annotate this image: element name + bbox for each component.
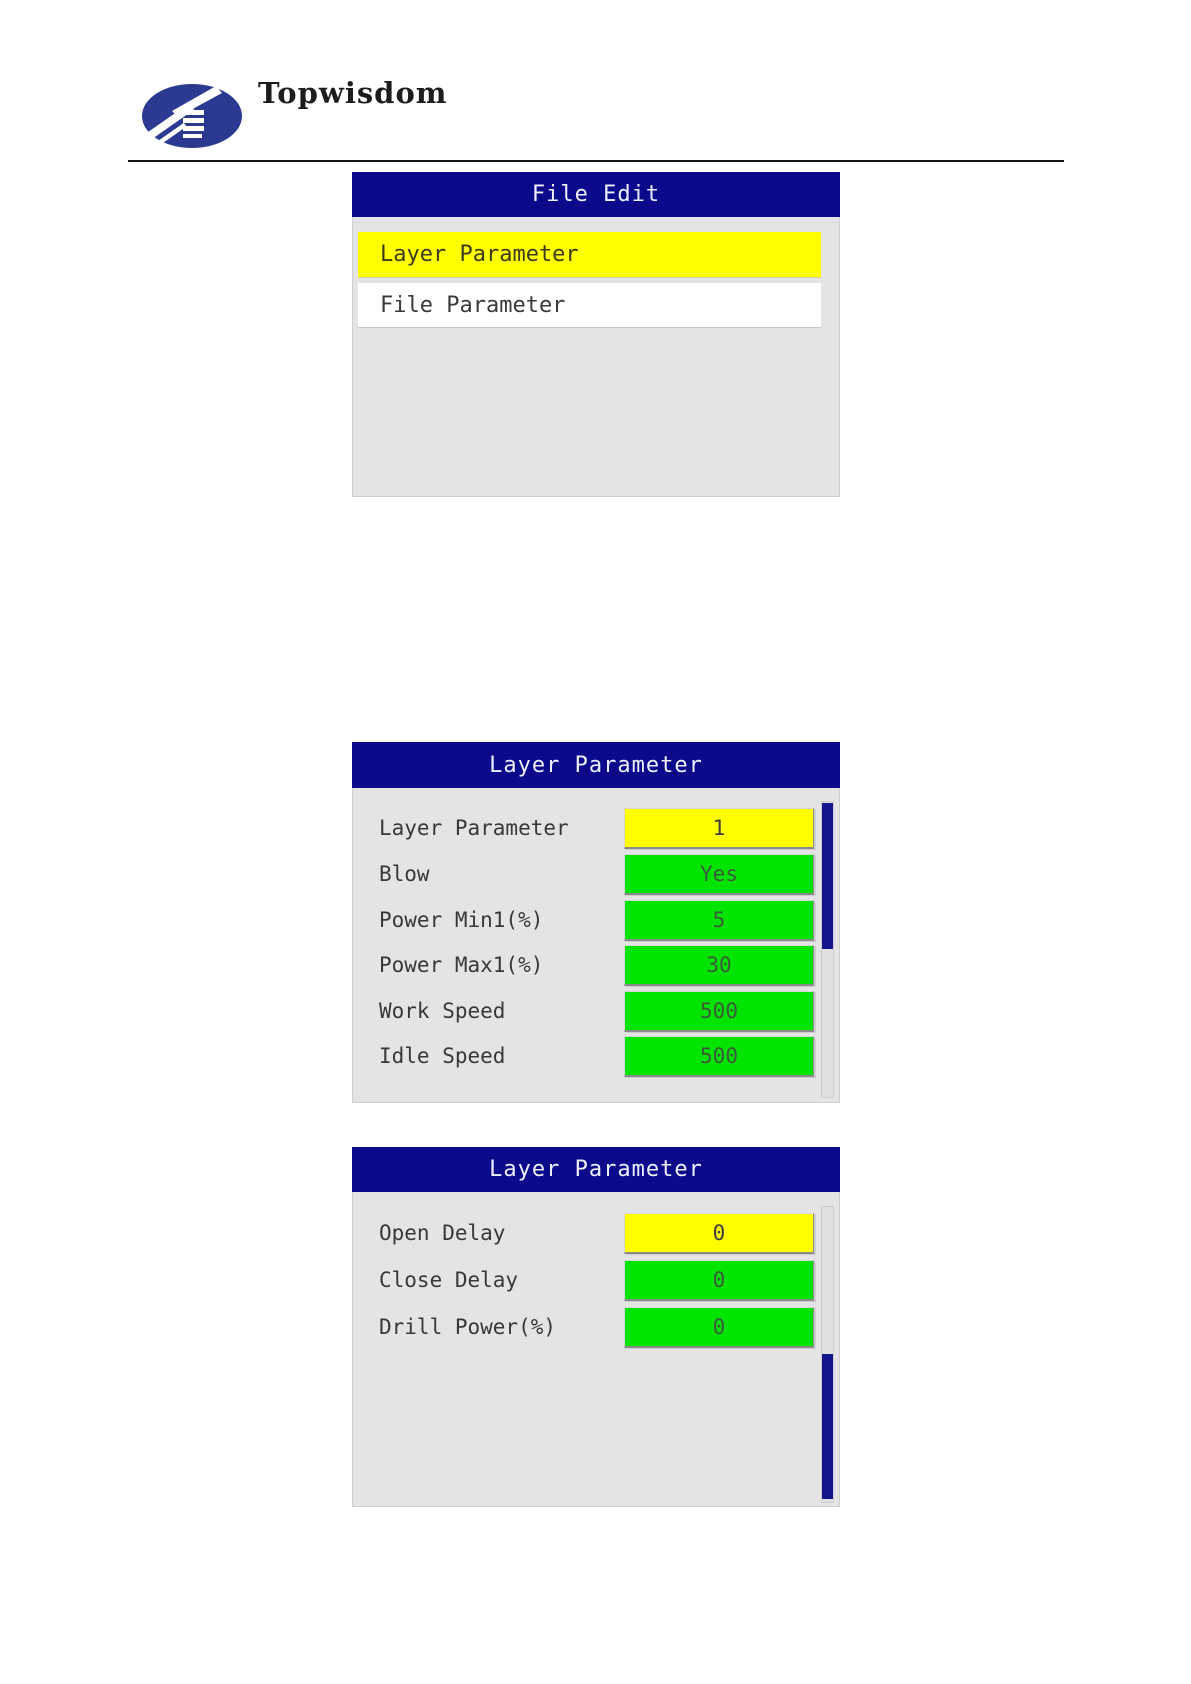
label-blow: Blow <box>379 862 430 886</box>
layer-parameter-panel-1: Layer Parameter Layer Parameter 1 Blow Y… <box>352 742 840 1103</box>
file-edit-title: File Edit <box>352 172 840 217</box>
menu-item-layer-parameter[interactable]: Layer Parameter <box>358 232 821 278</box>
menu-item-layer-parameter-label: Layer Parameter <box>380 242 579 267</box>
file-edit-title-text: File Edit <box>531 182 661 207</box>
menu-item-file-parameter-label: File Parameter <box>380 292 566 318</box>
label-layer-parameter: Layer Parameter <box>379 816 569 840</box>
field-power-min1-value: 5 <box>712 908 726 932</box>
field-power-min1[interactable]: 5 <box>624 900 814 941</box>
topwisdom-logo-icon <box>142 84 242 148</box>
field-open-delay-value: 0 <box>712 1221 726 1245</box>
brand-name: Topwisdom <box>258 76 448 110</box>
field-drill-power[interactable]: 0 <box>624 1307 814 1348</box>
field-layer-parameter-value: 1 <box>712 816 726 840</box>
label-idle-speed: Idle Speed <box>379 1044 506 1068</box>
label-power-min1: Power Min1(%) <box>379 908 544 932</box>
layer-parameter-1-title: Layer Parameter <box>352 742 840 788</box>
field-drill-power-value: 0 <box>712 1315 726 1339</box>
scrollbar-track[interactable] <box>821 801 834 1098</box>
layer-parameter-panel-2: Layer Parameter Open Delay 0 Close Delay… <box>352 1147 840 1507</box>
field-close-delay-value: 0 <box>712 1268 726 1292</box>
layer-parameter-1-title-text: Layer Parameter <box>489 752 703 778</box>
scrollbar-thumb[interactable] <box>822 1354 833 1499</box>
layer-parameter-2-title: Layer Parameter <box>352 1147 840 1192</box>
field-open-delay[interactable]: 0 <box>624 1213 814 1254</box>
label-drill-power: Drill Power(%) <box>379 1315 557 1339</box>
field-blow-value: Yes <box>700 862 738 886</box>
scrollbar-thumb[interactable] <box>822 803 833 949</box>
label-power-max1: Power Max1(%) <box>379 953 544 977</box>
header-rule <box>128 160 1064 162</box>
label-open-delay: Open Delay <box>379 1221 506 1245</box>
label-work-speed: Work Speed <box>379 999 506 1023</box>
scrollbar-track[interactable] <box>821 1206 834 1503</box>
field-blow[interactable]: Yes <box>624 854 814 895</box>
layer-parameter-2-title-text: Layer Parameter <box>489 1157 703 1182</box>
field-work-speed-value: 500 <box>700 999 738 1023</box>
field-idle-speed[interactable]: 500 <box>624 1036 814 1077</box>
file-edit-panel: File Edit Layer Parameter File Parameter <box>352 172 840 497</box>
field-layer-parameter[interactable]: 1 <box>624 808 814 849</box>
field-work-speed[interactable]: 500 <box>624 991 814 1032</box>
menu-item-file-parameter[interactable]: File Parameter <box>358 283 821 328</box>
field-power-max1-value: 30 <box>706 953 732 977</box>
field-close-delay[interactable]: 0 <box>624 1260 814 1301</box>
field-idle-speed-value: 500 <box>700 1044 738 1068</box>
label-close-delay: Close Delay <box>379 1268 519 1292</box>
field-power-max1[interactable]: 30 <box>624 945 814 986</box>
